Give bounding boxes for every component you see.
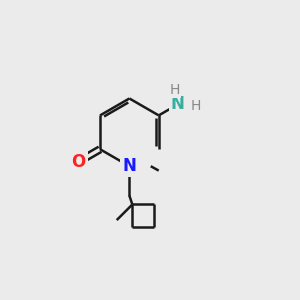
Text: O: O [71, 153, 85, 171]
Text: N: N [122, 157, 136, 175]
Text: N: N [171, 95, 185, 113]
Text: H: H [170, 82, 180, 97]
Text: H: H [190, 99, 201, 113]
